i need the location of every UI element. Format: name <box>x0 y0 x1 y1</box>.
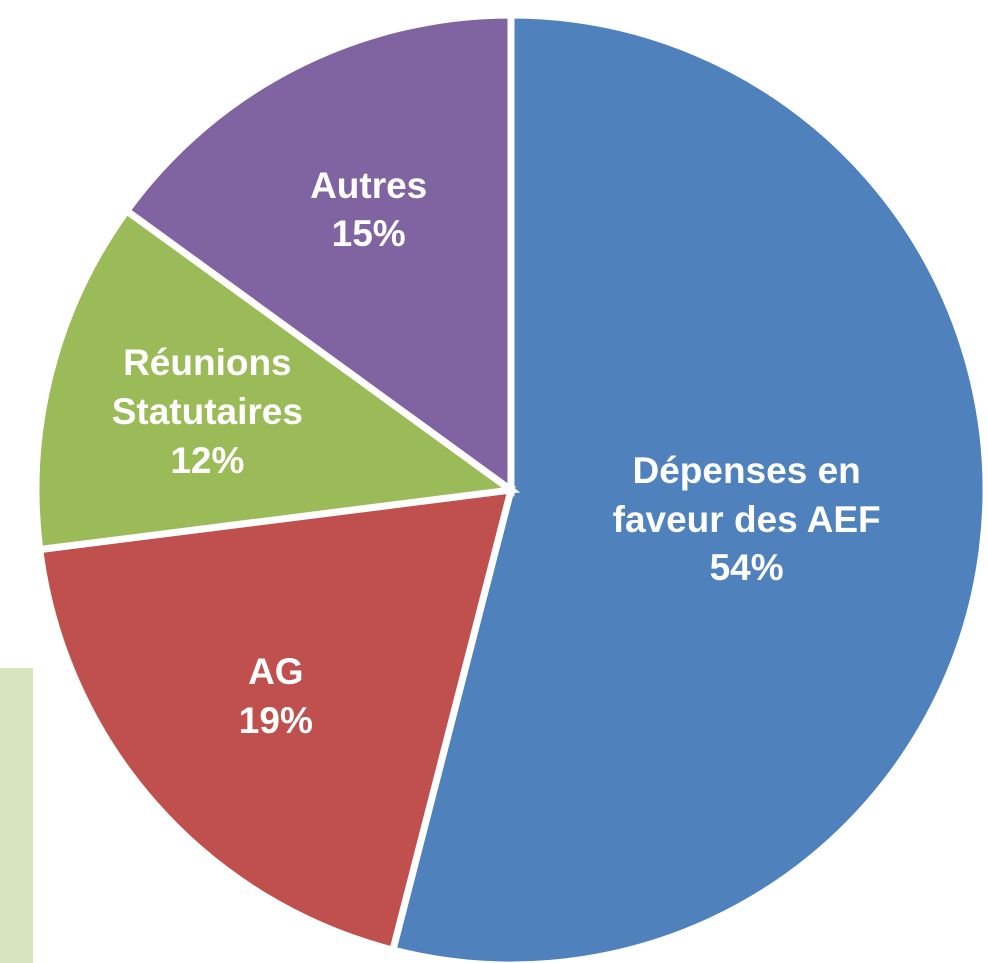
slice-name: Réunions Statutaires <box>111 341 303 432</box>
slice-value: 12% <box>170 439 245 481</box>
slice-value: 15% <box>331 213 406 255</box>
pie-slice <box>32 205 521 554</box>
slice-label: Autres 15% <box>204 162 534 260</box>
side-panel <box>0 668 33 963</box>
slice-label: AG 19% <box>111 648 441 746</box>
slice-name: AG <box>248 651 304 693</box>
slice-value: 19% <box>238 700 313 742</box>
slice-label: Réunions Statutaires 12% <box>42 339 372 485</box>
pie-slice <box>121 11 515 497</box>
slice-name: Autres <box>310 164 428 206</box>
pie-slice <box>35 485 516 955</box>
slice-name: Dépenses en faveur des AEF <box>612 449 881 540</box>
pie-slice <box>388 11 988 963</box>
slice-value: 54% <box>709 547 784 589</box>
slice-label: Dépenses en faveur des AEF 54% <box>582 447 912 593</box>
